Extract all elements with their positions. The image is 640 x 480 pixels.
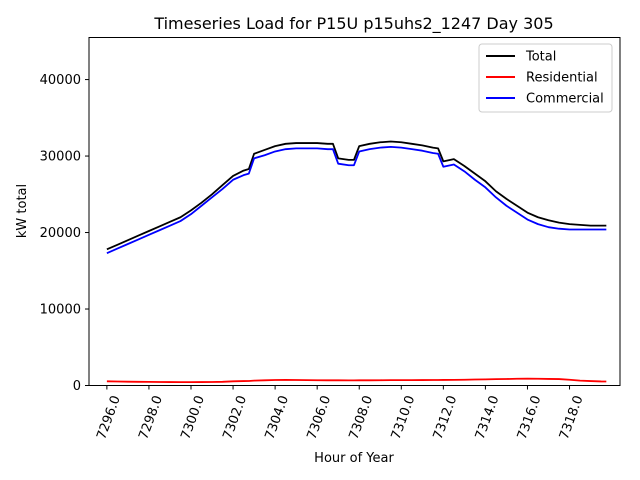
x-axis-label: Hour of Year: [314, 451, 394, 466]
y-axis: 0 10000 20000 30000 40000: [40, 73, 89, 394]
legend-label-residential: Residential: [526, 71, 598, 86]
y-tick-label: 0: [73, 379, 81, 394]
y-tick-label: 30000: [40, 150, 81, 165]
y-tick-label: 20000: [40, 226, 81, 241]
series-line-residential: [106, 377, 607, 384]
legend: Total Residential Commercial: [478, 43, 613, 113]
legend-label-commercial: Commercial: [526, 92, 604, 107]
y-tick-label: 40000: [40, 73, 81, 88]
y-axis-label: kW total: [15, 184, 30, 238]
legend-label-total: Total: [525, 50, 556, 65]
series-line-commercial: [106, 145, 607, 255]
chart-title: Timeseries Load for P15U p15uhs2_1247 Da…: [153, 14, 553, 34]
legend-frame: [478, 43, 613, 113]
series-layer: [106, 140, 607, 384]
y-tick-label: 10000: [40, 303, 81, 318]
plot-frame: [88, 37, 621, 386]
series-line-total: [106, 140, 607, 251]
